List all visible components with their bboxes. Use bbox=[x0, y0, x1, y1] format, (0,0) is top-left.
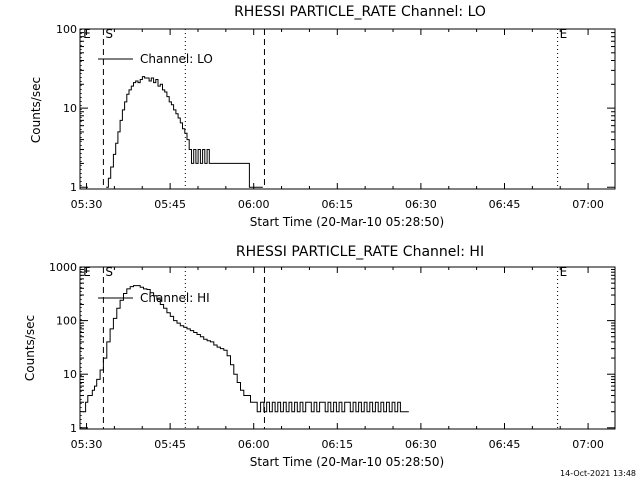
ylabel-hi: Counts/sec bbox=[23, 315, 37, 381]
series-line-hi bbox=[83, 285, 409, 413]
panel-lo: RHESSI PARTICLE_RATE Channel: LO 05:30 05… bbox=[29, 4, 616, 229]
x-tick-label-hi: 06:00 bbox=[238, 438, 270, 451]
xlabel-lo: Start Time (20-Mar-10 05:28:50) bbox=[250, 215, 444, 229]
marker-label-hi: E bbox=[560, 265, 568, 279]
x-tick-label-hi: 06:45 bbox=[489, 438, 521, 451]
footer-timestamp: 14-Oct-2021 13:48 bbox=[560, 469, 636, 478]
x-tick-label-lo: 07:00 bbox=[572, 198, 604, 211]
x-tick-label-hi: 06:30 bbox=[405, 438, 437, 451]
x-tick-label-lo: 06:00 bbox=[238, 198, 270, 211]
panel-hi: RHESSI PARTICLE_RATE Channel: HI 05:30 05… bbox=[23, 244, 616, 469]
legend-lo: Channel: LO bbox=[140, 52, 213, 66]
y-tick-label-hi: 1000 bbox=[49, 261, 77, 274]
marker-label-hi: S bbox=[105, 265, 113, 279]
y-tick-label-hi: 10 bbox=[63, 368, 77, 381]
marker-label-hi: E bbox=[83, 265, 91, 279]
title-hi: RHESSI PARTICLE_RATE Channel: HI bbox=[236, 244, 484, 260]
y-tick-label-lo: 10 bbox=[63, 102, 77, 115]
x-tick-label-lo: 06:45 bbox=[489, 198, 521, 211]
x-axis-hi: 05:30 05:45 06:00 06:15 06:30 06:45 07:00 bbox=[71, 267, 604, 451]
x-tick-label-lo: 06:15 bbox=[321, 198, 353, 211]
marker-label-lo: E bbox=[560, 27, 568, 41]
x-tick-label-hi: 05:45 bbox=[154, 438, 186, 451]
x-tick-label-lo: 06:30 bbox=[405, 198, 437, 211]
plot-frame-hi bbox=[79, 266, 616, 430]
legend-hi: Channel: HI bbox=[140, 291, 210, 305]
plot-frame-lo bbox=[79, 28, 616, 190]
x-tick-label-lo: 05:45 bbox=[154, 198, 186, 211]
x-tick-label-lo: 05:30 bbox=[71, 198, 103, 211]
series-line-lo bbox=[106, 76, 263, 188]
x-tick-label-hi: 06:15 bbox=[321, 438, 353, 451]
y-tick-label-hi: 100 bbox=[56, 315, 77, 328]
y-axis-hi: 1 10 100 1000 bbox=[49, 261, 615, 435]
y-tick-label-lo: 1 bbox=[70, 181, 77, 194]
xlabel-hi: Start Time (20-Mar-10 05:28:50) bbox=[250, 455, 444, 469]
x-tick-label-hi: 05:30 bbox=[71, 438, 103, 451]
y-tick-label-hi: 1 bbox=[70, 422, 77, 435]
ylabel-lo: Counts/sec bbox=[29, 77, 43, 143]
y-axis-lo: 1 10 100 bbox=[56, 23, 615, 194]
y-tick-label-lo: 100 bbox=[56, 23, 77, 36]
x-tick-label-hi: 07:00 bbox=[572, 438, 604, 451]
marker-label-lo: E bbox=[83, 27, 91, 41]
marker-label-lo: S bbox=[105, 27, 113, 41]
title-lo: RHESSI PARTICLE_RATE Channel: LO bbox=[234, 4, 486, 20]
x-axis-lo: 05:30 05:45 06:00 06:15 06:30 06:45 07:00 bbox=[71, 29, 604, 211]
